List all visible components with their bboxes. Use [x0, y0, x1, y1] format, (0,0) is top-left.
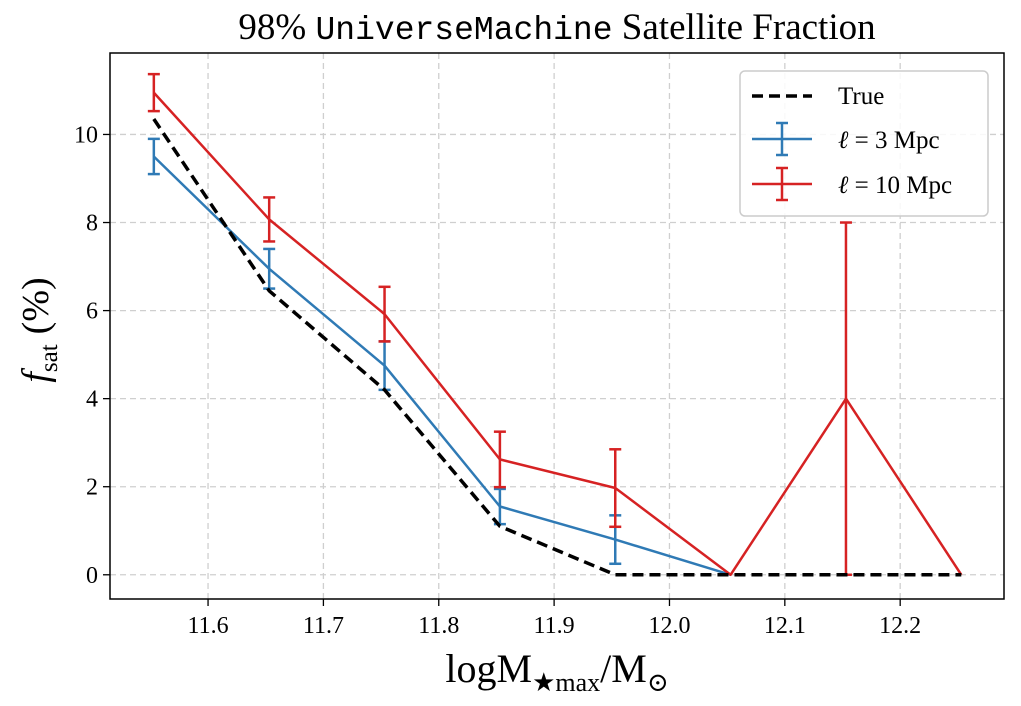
- y-axis-label: fsat(%): [15, 277, 63, 382]
- plot-frame: [109, 52, 1005, 600]
- legend: True ℓ = 3 Mpc ℓ = 10 Mpc: [739, 70, 989, 217]
- y-tick-label: 0: [86, 563, 98, 589]
- legend-label-true: True: [838, 83, 884, 110]
- data-layer: [147, 72, 963, 577]
- chart-title: 98% UniverseMachine Satellite Fraction: [110, 6, 1004, 49]
- y-tick-label: 2: [86, 475, 98, 501]
- y-tick-label: 6: [86, 299, 98, 325]
- title-rest: Satellite Fraction: [621, 7, 876, 48]
- y-tick-label: 10: [74, 122, 98, 148]
- title-number: 98%: [238, 7, 307, 48]
- legend-box: [739, 70, 989, 217]
- x-axis-label: logM★max/M⊙: [445, 646, 668, 697]
- x-tick-label: 12.0: [648, 613, 690, 639]
- x-tick-label: 11.7: [303, 613, 344, 639]
- series-line-3mpc: [152, 155, 731, 576]
- title-mono: UniverseMachine: [315, 12, 613, 49]
- legend-label-3mpc: ℓ = 3 Mpc: [838, 127, 940, 154]
- series-line-true: [152, 118, 962, 577]
- series-line-10mpc: [152, 91, 963, 577]
- tick-layer: 11.6 11.7 11.8 11.9 12.0 12.1 12.2 0 2 4 6 8 10: [74, 122, 921, 639]
- y-tick-label: 8: [86, 211, 98, 237]
- x-tick-label: 11.8: [418, 613, 459, 639]
- x-tick-label: 11.6: [187, 613, 228, 639]
- x-tick-label: 12.1: [764, 613, 806, 639]
- x-tick-label: 11.9: [534, 613, 575, 639]
- legend-label-10mpc: ℓ = 10 Mpc: [838, 172, 952, 199]
- x-tick-label: 12.2: [879, 613, 921, 639]
- y-tick-label: 4: [86, 387, 98, 413]
